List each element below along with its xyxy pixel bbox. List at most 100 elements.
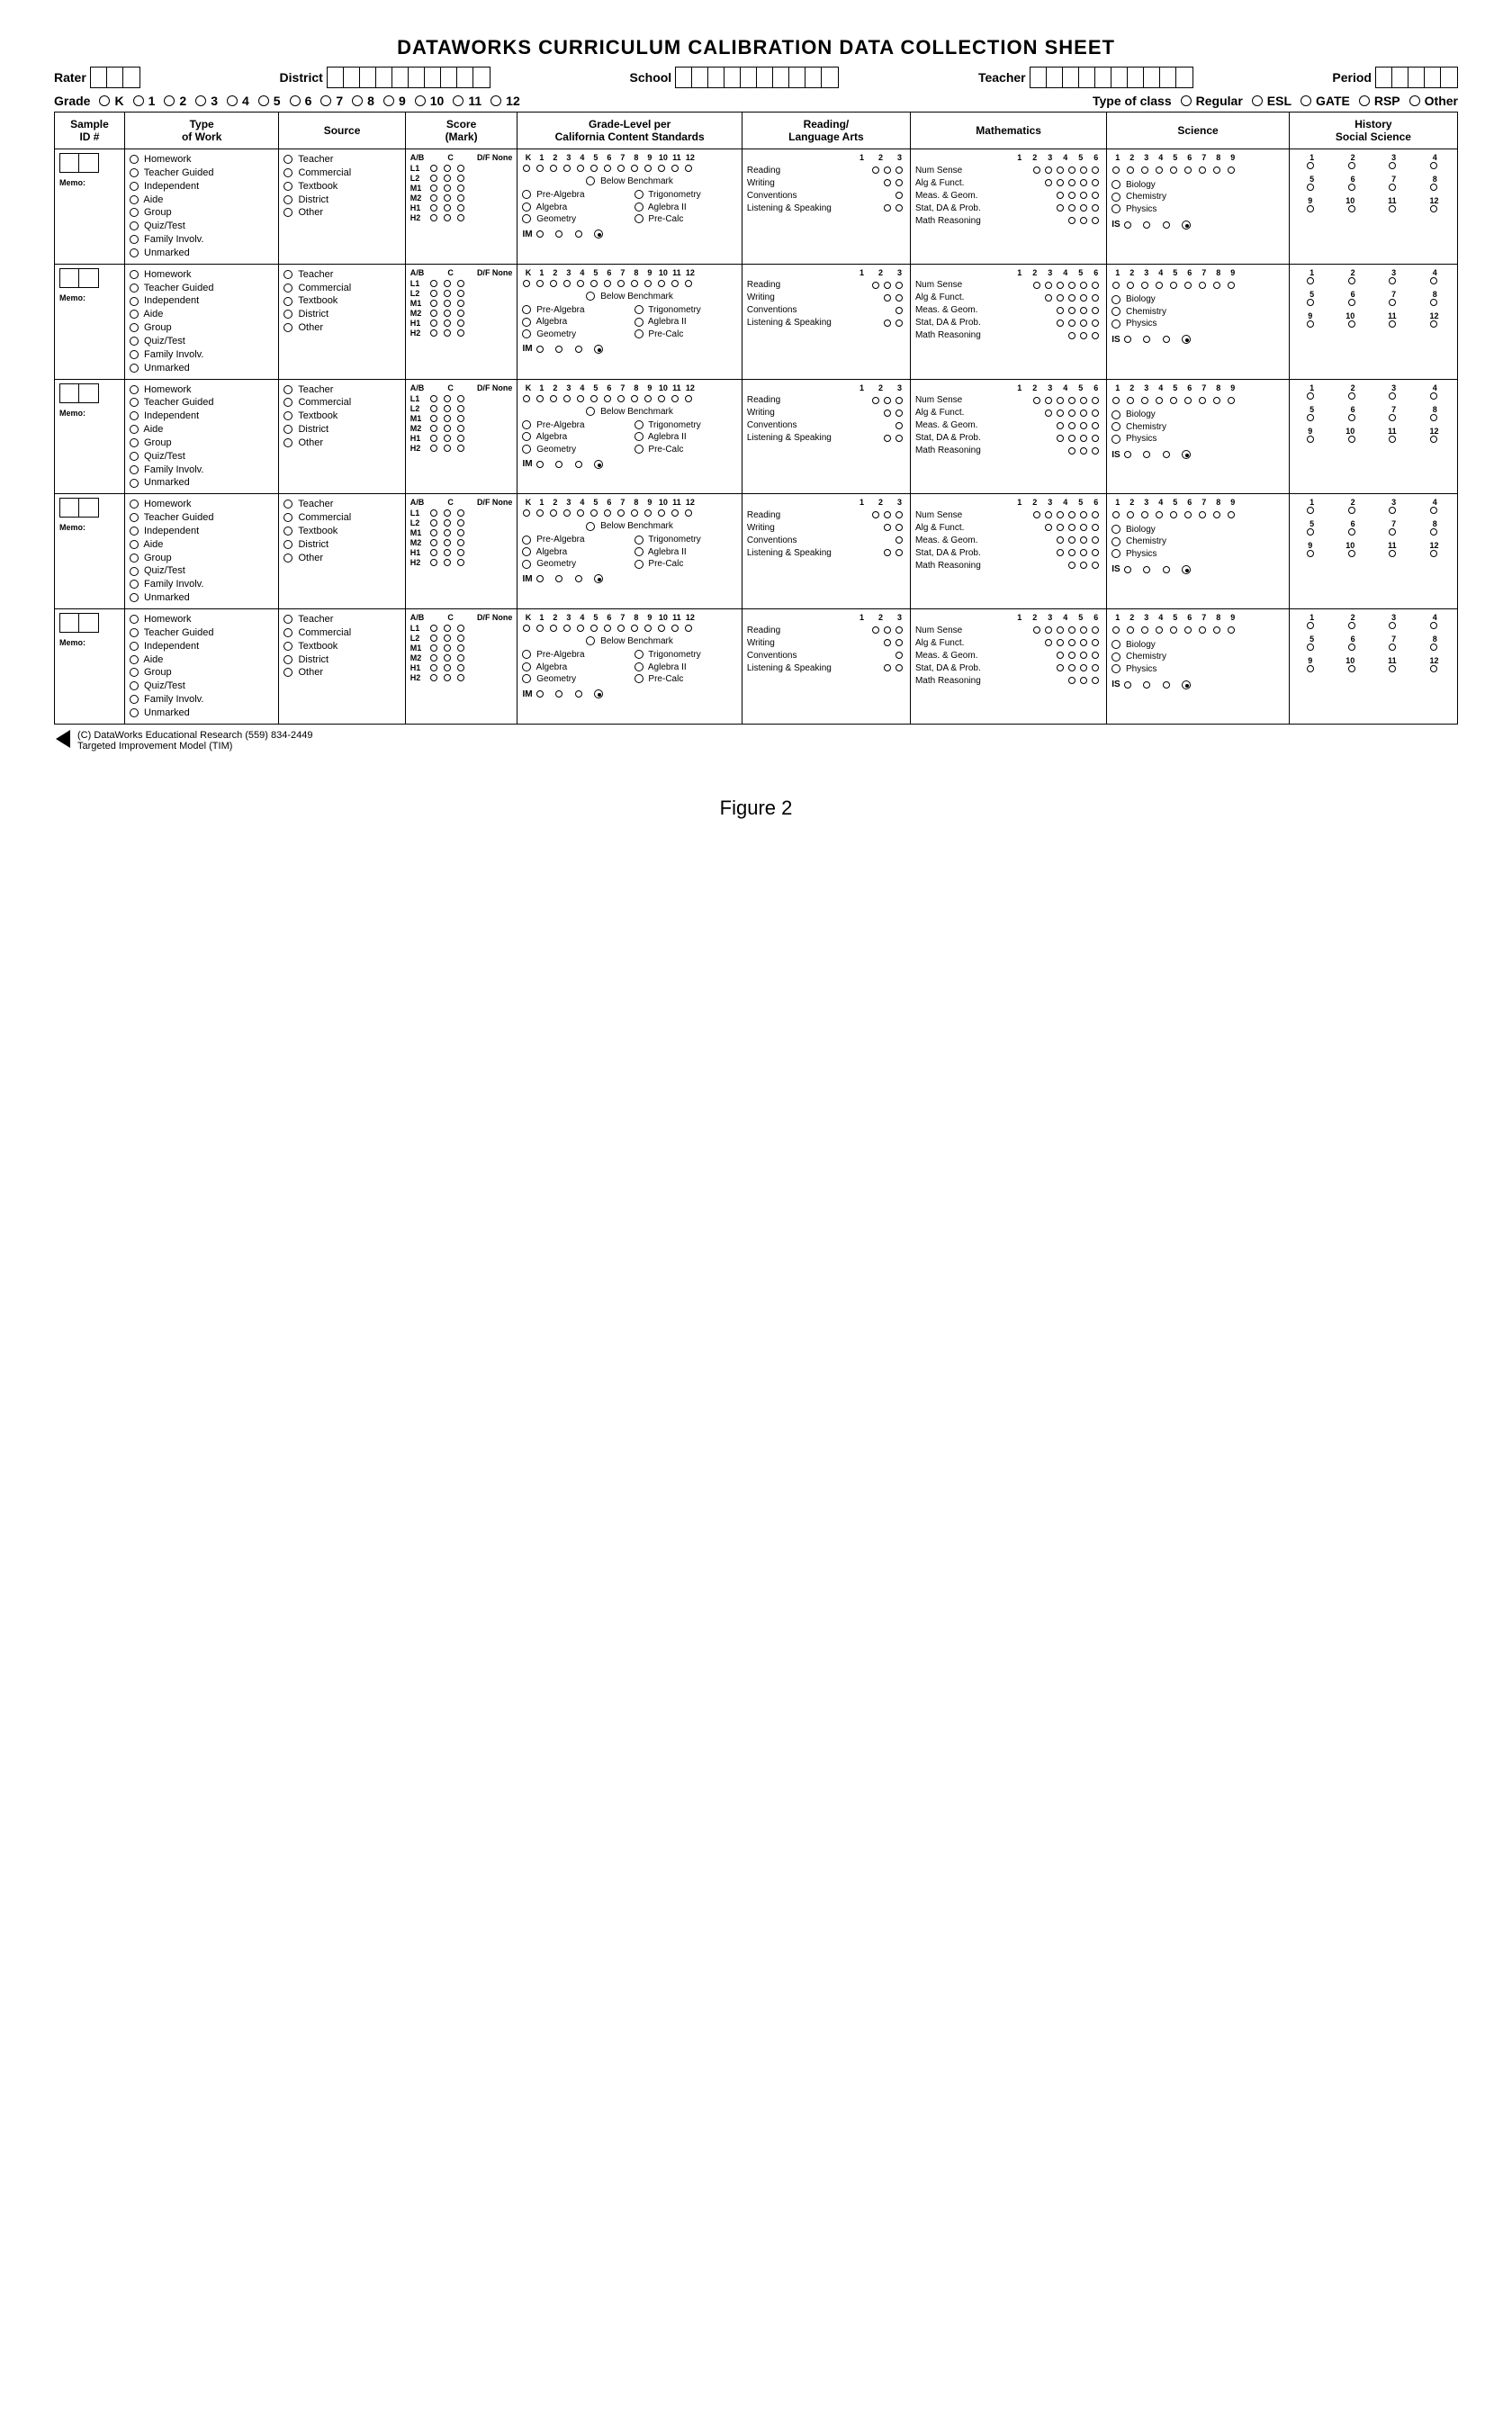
grade-bubble-7[interactable] [320,95,331,106]
gradelevel-cell: K123456789101112 Below Benchmark Pre-Alg… [518,149,742,265]
sample-id-boxes[interactable] [59,153,99,173]
type-cell: Homework Teacher Guided Independent Aide… [124,379,278,494]
rater-boxes[interactable] [90,67,140,88]
main-table: Sample ID # Type of Work Source Score (M… [54,112,1458,725]
district-boxes[interactable] [327,67,490,88]
class-bubble-RSP[interactable] [1359,95,1370,106]
sci-cell: 123456789 Biology Chemistry PhysicsIS [1107,149,1290,265]
sample-cell: Memo: [55,609,125,725]
grade-bubble-2[interactable] [164,95,175,106]
source-cell: Teacher Commercial Textbook District Oth… [279,149,405,265]
th-sci: Science [1107,113,1290,149]
type-cell: Homework Teacher Guided Independent Aide… [124,264,278,379]
gradelevel-cell: K123456789101112 Below Benchmark Pre-Alg… [518,264,742,379]
class-bubble-Regular[interactable] [1181,95,1192,106]
grade-bubble-4[interactable] [227,95,238,106]
grade-bubble-10[interactable] [415,95,426,106]
grade-bubble-5[interactable] [258,95,269,106]
score-cell: A/BCD/F NoneL1L2M1M2H1H2 [405,379,518,494]
period-boxes[interactable] [1375,67,1458,88]
grade-bubble-11[interactable] [453,95,464,106]
class-bubble-ESL[interactable] [1252,95,1263,106]
memo-label: Memo: [59,409,120,418]
page-title: DATAWORKS CURRICULUM CALIBRATION DATA CO… [54,36,1458,59]
district-label: District [280,70,323,85]
rater-label: Rater [54,70,86,85]
memo-label: Memo: [59,523,120,532]
th-score: Score (Mark) [405,113,518,149]
table-row: Memo: Homework Teacher Guided Independen… [55,609,1458,725]
sample-cell: Memo: [55,494,125,609]
sample-id-boxes[interactable] [59,383,99,403]
grade-bubble-3[interactable] [195,95,206,106]
sci-cell: 123456789 Biology Chemistry PhysicsIS [1107,609,1290,725]
th-type: Type of Work [124,113,278,149]
memo-label: Memo: [59,178,120,187]
th-math: Mathematics [910,113,1106,149]
triangle-icon [56,730,70,748]
footer-line1: (C) DataWorks Educational Research (559)… [77,730,312,741]
grade-bubble-K[interactable] [99,95,110,106]
grade-bubble-6[interactable] [290,95,301,106]
type-cell: Homework Teacher Guided Independent Aide… [124,609,278,725]
rla-cell: 123ReadingWritingConventionsListening & … [742,494,910,609]
period-label: Period [1332,70,1372,85]
grade-bubble-1[interactable] [133,95,144,106]
type-cell: Homework Teacher Guided Independent Aide… [124,149,278,265]
sample-id-boxes[interactable] [59,613,99,633]
th-source: Source [279,113,405,149]
grade-bubble-9[interactable] [383,95,394,106]
rla-cell: 123ReadingWritingConventionsListening & … [742,379,910,494]
memo-label: Memo: [59,638,120,647]
footer: (C) DataWorks Educational Research (559)… [54,730,1458,752]
class-bubble-Other[interactable] [1409,95,1420,106]
table-row: Memo: Homework Teacher Guided Independen… [55,149,1458,265]
gradelevel-cell: K123456789101112 Below Benchmark Pre-Alg… [518,494,742,609]
gradelevel-cell: K123456789101112 Below Benchmark Pre-Alg… [518,379,742,494]
table-row: Memo: Homework Teacher Guided Independen… [55,379,1458,494]
th-rla: Reading/ Language Arts [742,113,910,149]
rla-cell: 123ReadingWritingConventionsListening & … [742,609,910,725]
grade-row: GradeK123456789101112 Type of classRegul… [54,94,1458,108]
figure-caption: Figure 2 [54,797,1458,820]
gradelevel-cell: K123456789101112 Below Benchmark Pre-Alg… [518,609,742,725]
source-cell: Teacher Commercial Textbook District Oth… [279,609,405,725]
class-label: Type of class [1093,94,1172,108]
header-row: Rater District School Teacher Period [54,67,1458,88]
math-cell: 123456Num SenseAlg & Funct.Meas. & Geom.… [910,264,1106,379]
hist-cell: 123456789101112 [1289,609,1457,725]
math-cell: 123456Num SenseAlg & Funct.Meas. & Geom.… [910,149,1106,265]
math-cell: 123456Num SenseAlg & Funct.Meas. & Geom.… [910,609,1106,725]
score-cell: A/BCD/F NoneL1L2M1M2H1H2 [405,149,518,265]
teacher-label: Teacher [978,70,1026,85]
source-cell: Teacher Commercial Textbook District Oth… [279,264,405,379]
grade-bubble-8[interactable] [352,95,363,106]
th-grade: Grade-Level per California Content Stand… [518,113,742,149]
hist-cell: 123456789101112 [1289,379,1457,494]
sample-cell: Memo: [55,149,125,265]
sci-cell: 123456789 Biology Chemistry PhysicsIS [1107,494,1290,609]
grade-label: Grade [54,94,90,108]
sample-id-boxes[interactable] [59,498,99,518]
sample-cell: Memo: [55,264,125,379]
table-row: Memo: Homework Teacher Guided Independen… [55,264,1458,379]
type-cell: Homework Teacher Guided Independent Aide… [124,494,278,609]
sci-cell: 123456789 Biology Chemistry PhysicsIS [1107,379,1290,494]
score-cell: A/BCD/F NoneL1L2M1M2H1H2 [405,609,518,725]
source-cell: Teacher Commercial Textbook District Oth… [279,494,405,609]
school-label: School [630,70,672,85]
class-bubble-GATE[interactable] [1300,95,1311,106]
sample-id-boxes[interactable] [59,268,99,288]
score-cell: A/BCD/F NoneL1L2M1M2H1H2 [405,264,518,379]
school-boxes[interactable] [675,67,839,88]
th-hist: History Social Science [1289,113,1457,149]
math-cell: 123456Num SenseAlg & Funct.Meas. & Geom.… [910,379,1106,494]
rla-cell: 123ReadingWritingConventionsListening & … [742,149,910,265]
teacher-boxes[interactable] [1030,67,1193,88]
grade-bubble-12[interactable] [490,95,501,106]
footer-line2: Targeted Improvement Model (TIM) [77,741,312,752]
score-cell: A/BCD/F NoneL1L2M1M2H1H2 [405,494,518,609]
rla-cell: 123ReadingWritingConventionsListening & … [742,264,910,379]
hist-cell: 123456789101112 [1289,264,1457,379]
sci-cell: 123456789 Biology Chemistry PhysicsIS [1107,264,1290,379]
